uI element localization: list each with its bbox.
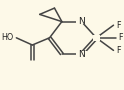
Text: N: N — [78, 17, 85, 26]
Text: F: F — [118, 33, 123, 42]
FancyBboxPatch shape — [76, 19, 87, 24]
Text: F: F — [117, 21, 121, 30]
FancyBboxPatch shape — [76, 51, 87, 57]
Text: HO: HO — [2, 33, 14, 42]
Text: N: N — [78, 50, 85, 59]
FancyBboxPatch shape — [93, 35, 100, 40]
Text: F: F — [117, 46, 121, 55]
